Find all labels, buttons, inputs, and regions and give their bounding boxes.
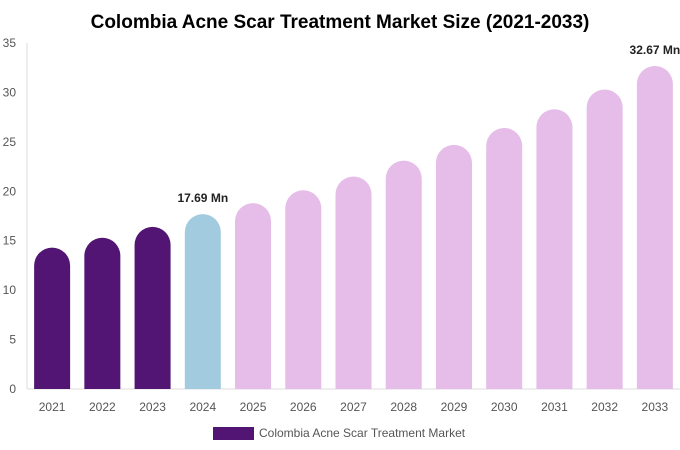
bar-2033[interactable] (636, 66, 673, 389)
bar-2031[interactable] (536, 109, 573, 390)
x-tick-label: 2027 (340, 400, 367, 414)
x-axis-ticks: 2021 2022 2023 2024 2025 2026 2027 2028 2029 2030… (39, 400, 669, 414)
bar-2027[interactable] (335, 176, 372, 389)
bar-series (34, 66, 673, 390)
legend[interactable]: Colombia Acne Scar Treatment Market (213, 426, 466, 440)
chart-title: Colombia Acne Scar Treatment Market Size… (91, 12, 590, 33)
x-tick-label: 2030 (491, 400, 518, 414)
x-tick-label: 2023 (139, 400, 166, 414)
bar-2024[interactable] (184, 214, 221, 389)
bar-2029[interactable] (435, 144, 472, 389)
y-tick-label: 20 (3, 184, 17, 198)
x-tick-label: 2024 (189, 400, 216, 414)
bar-2026[interactable] (285, 190, 322, 389)
x-tick-label: 2028 (390, 400, 417, 414)
bar-2028[interactable] (385, 160, 422, 389)
bar-2022[interactable] (84, 237, 121, 389)
legend-swatch (213, 427, 254, 440)
y-tick-label: 0 (9, 382, 16, 396)
x-tick-label: 2022 (89, 400, 116, 414)
y-tick-label: 5 (9, 333, 16, 347)
y-axis-ticks: 0 5 10 15 20 25 30 35 (3, 36, 17, 396)
bar-2023[interactable] (134, 226, 171, 389)
data-label-2024: 17.69 Mn (177, 191, 228, 205)
x-tick-label: 2025 (240, 400, 267, 414)
x-tick-label: 2029 (441, 400, 468, 414)
data-labels: 17.69 Mn 32.67 Mn (177, 43, 680, 205)
x-tick-label: 2026 (290, 400, 317, 414)
legend-label: Colombia Acne Scar Treatment Market (259, 426, 466, 440)
y-tick-label: 10 (3, 283, 17, 297)
x-tick-label: 2021 (39, 400, 66, 414)
bar-2021[interactable] (34, 247, 71, 389)
y-tick-label: 25 (3, 135, 17, 149)
y-tick-label: 30 (3, 85, 17, 99)
y-tick-label: 35 (3, 36, 17, 50)
y-tick-label: 15 (3, 234, 17, 248)
x-tick-label: 2032 (591, 400, 618, 414)
data-label-2033: 32.67 Mn (630, 43, 680, 57)
bar-2032[interactable] (586, 89, 623, 389)
bar-2030[interactable] (486, 128, 523, 389)
x-tick-label: 2033 (642, 400, 669, 414)
bar-2025[interactable] (235, 203, 272, 389)
x-tick-label: 2031 (541, 400, 568, 414)
